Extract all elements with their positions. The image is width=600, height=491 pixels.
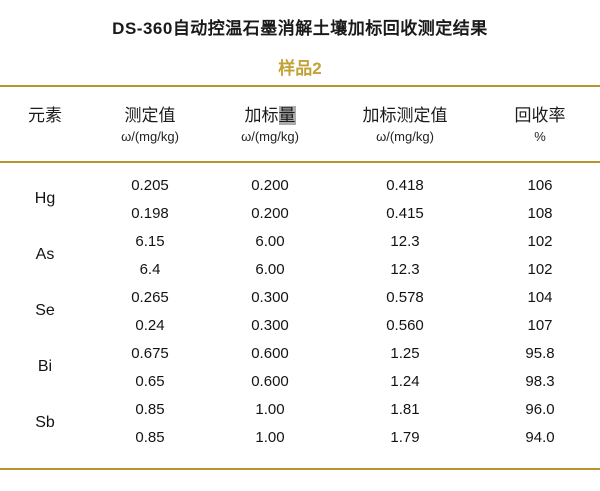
value-cell: 0.265 — [131, 288, 169, 306]
table-header: 元素 测定值 ω/(mg/kg) 加标量 ω/(mg/kg) 加标测定值 ω/(… — [0, 87, 600, 163]
table-row: As 6.15 6.00 12.3 102 — [0, 227, 600, 264]
value-cell: 1.79 — [390, 428, 420, 446]
column-label: 回收率 — [514, 106, 566, 125]
table-row: 6.4 6.00 12.3 102 — [0, 255, 600, 283]
column-header-spike-amount: 加标量 ω/(mg/kg) — [210, 87, 330, 163]
value-cell: 94.0 — [525, 428, 555, 446]
element-cell: As — [35, 246, 55, 263]
element-cell: Hg — [34, 190, 56, 207]
value-cell: 6.00 — [255, 260, 285, 278]
column-unit: ω/(mg/kg) — [241, 129, 299, 144]
spacer-row — [0, 162, 600, 171]
column-header-measured-value: 测定值 ω/(mg/kg) — [90, 87, 210, 163]
column-label: 测定值 — [124, 106, 176, 125]
value-cell: 1.00 — [255, 428, 285, 446]
value-cell: 0.85 — [135, 428, 165, 446]
value-cell: 108 — [527, 204, 553, 222]
value-cell: 104 — [527, 288, 553, 306]
table-row: 0.198 0.200 0.415 108 — [0, 199, 600, 227]
table-row: 0.65 0.600 1.24 98.3 — [0, 367, 600, 395]
value-cell: 6.00 — [255, 232, 285, 250]
column-unit: ω/(mg/kg) — [376, 129, 434, 144]
value-cell: 106 — [527, 176, 553, 194]
value-cell: 102 — [527, 232, 553, 250]
value-cell: 1.25 — [390, 344, 420, 362]
table-row: Sb 0.85 1.00 1.81 96.0 — [0, 395, 600, 432]
element-cell: Sb — [35, 414, 55, 431]
value-cell: 0.560 — [386, 316, 424, 334]
header-row: 元素 测定值 ω/(mg/kg) 加标量 ω/(mg/kg) 加标测定值 ω/(… — [0, 87, 600, 163]
value-cell: 0.85 — [135, 400, 165, 418]
value-cell: 0.198 — [131, 204, 169, 222]
table-row: 0.24 0.300 0.560 107 — [0, 311, 600, 339]
column-label-prefix: 加标 — [244, 106, 279, 125]
value-cell: 1.81 — [390, 400, 420, 418]
value-cell: 0.205 — [131, 176, 169, 194]
value-cell: 0.578 — [386, 288, 424, 306]
value-cell: 0.418 — [386, 176, 424, 194]
value-cell: 0.200 — [251, 176, 289, 194]
value-cell: 6.15 — [135, 232, 165, 250]
value-cell: 0.600 — [251, 372, 289, 390]
column-header-element: 元素 — [0, 87, 90, 163]
table-row: 0.85 1.00 1.79 94.0 — [0, 423, 600, 451]
table-row: Bi 0.675 0.600 1.25 95.8 — [0, 339, 600, 376]
value-cell: 12.3 — [390, 232, 420, 250]
table-row: Se 0.265 0.300 0.578 104 — [0, 283, 600, 320]
value-cell: 0.24 — [135, 316, 165, 334]
value-cell: 0.300 — [251, 288, 289, 306]
column-unit: ω/(mg/kg) — [121, 129, 179, 144]
value-cell: 102 — [527, 260, 553, 278]
column-label: 加标量 — [210, 106, 330, 126]
page-title: DS-360自动控温石墨消解土壤加标回收测定结果 — [112, 19, 488, 38]
value-cell: 1.00 — [255, 400, 285, 418]
results-table-body: Hg 0.205 0.200 0.418 106 0.198 0.200 0.415 108 As… — [0, 162, 600, 451]
column-label: 元素 — [28, 106, 62, 125]
top-divider — [0, 85, 600, 87]
value-cell: 107 — [527, 316, 553, 334]
column-label-highlighted-char: 量 — [278, 106, 296, 125]
value-cell: 0.675 — [131, 344, 169, 362]
element-cell: Se — [35, 302, 55, 319]
value-cell: 0.200 — [251, 204, 289, 222]
column-unit: % — [534, 129, 546, 144]
value-cell: 1.24 — [390, 372, 420, 390]
value-cell: 98.3 — [525, 372, 555, 390]
value-cell: 12.3 — [390, 260, 420, 278]
value-cell: 95.8 — [525, 344, 555, 362]
value-cell: 0.600 — [251, 344, 289, 362]
value-cell: 0.415 — [386, 204, 424, 222]
table-row: Hg 0.205 0.200 0.418 106 — [0, 171, 600, 208]
sample-subtitle: 样品2 — [278, 59, 322, 78]
element-cell: Bi — [37, 358, 53, 375]
value-cell: 0.65 — [135, 372, 165, 390]
value-cell: 96.0 — [525, 400, 555, 418]
bottom-divider — [0, 468, 600, 470]
value-cell: 0.300 — [251, 316, 289, 334]
column-label: 加标测定值 — [362, 106, 448, 125]
value-cell: 6.4 — [139, 260, 161, 278]
column-header-spiked-measured-value: 加标测定值 ω/(mg/kg) — [330, 87, 480, 163]
results-table: 元素 测定值 ω/(mg/kg) 加标量 ω/(mg/kg) 加标测定值 ω/(… — [0, 87, 600, 451]
column-header-recovery-rate: 回收率 % — [480, 87, 600, 163]
